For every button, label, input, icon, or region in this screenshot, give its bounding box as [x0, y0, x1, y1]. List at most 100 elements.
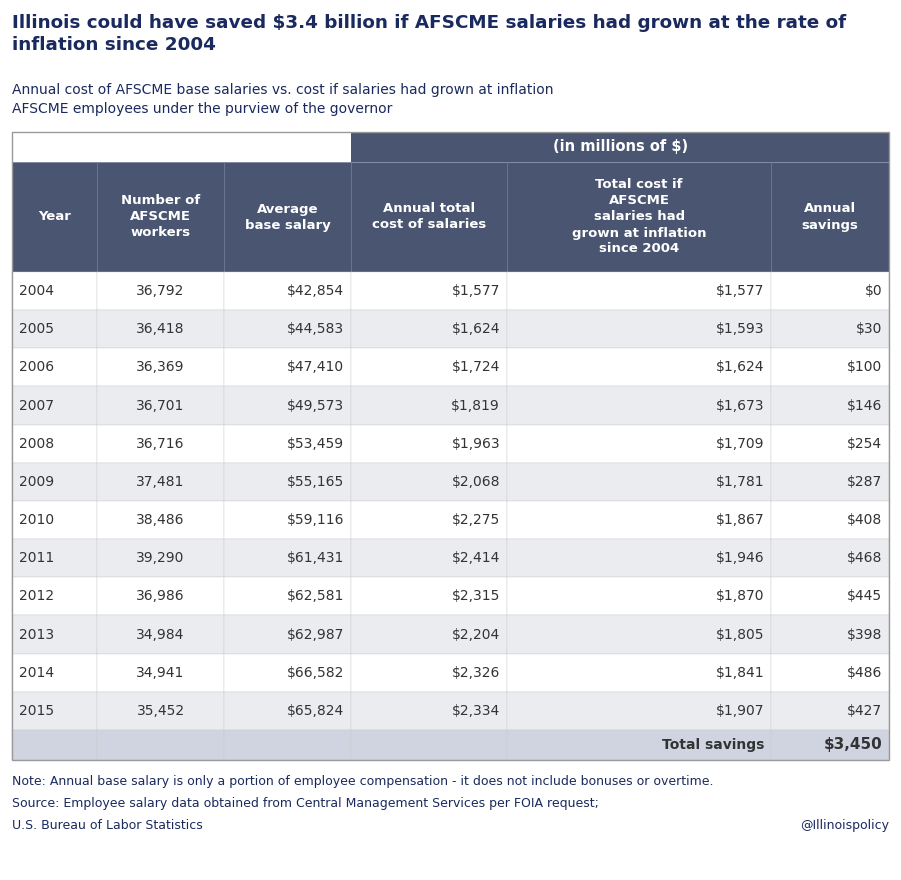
Text: $1,867: $1,867 — [715, 513, 764, 527]
Bar — [224, 310, 351, 348]
Bar — [351, 501, 507, 539]
Bar — [771, 348, 889, 386]
Bar — [771, 577, 889, 615]
Text: $486: $486 — [847, 666, 882, 679]
Bar — [351, 310, 507, 348]
Text: $1,946: $1,946 — [715, 551, 764, 565]
Bar — [771, 386, 889, 425]
Text: 2008: 2008 — [19, 436, 54, 451]
Bar — [97, 348, 224, 386]
Bar — [224, 272, 351, 310]
Text: Note: Annual base salary is only a portion of employee compensation - it does no: Note: Annual base salary is only a porti… — [12, 775, 714, 788]
Bar — [507, 425, 771, 463]
Bar — [97, 162, 224, 272]
Bar — [351, 654, 507, 692]
Bar — [224, 348, 351, 386]
Bar — [97, 463, 224, 501]
Bar — [12, 501, 97, 539]
Text: $55,165: $55,165 — [287, 475, 344, 489]
Text: 36,792: 36,792 — [136, 284, 185, 298]
Text: $1,624: $1,624 — [715, 361, 764, 374]
Text: @Illinoispolicy: @Illinoispolicy — [800, 819, 889, 832]
Text: 36,716: 36,716 — [136, 436, 185, 451]
Text: $2,414: $2,414 — [451, 551, 500, 565]
Text: $2,204: $2,204 — [451, 627, 500, 642]
Bar — [351, 730, 507, 760]
Bar — [12, 310, 97, 348]
Bar — [351, 272, 507, 310]
Text: $1,805: $1,805 — [715, 627, 764, 642]
Text: $1,819: $1,819 — [451, 399, 500, 413]
Text: $445: $445 — [847, 590, 882, 604]
Text: (in millions of $): (in millions of $) — [552, 140, 687, 155]
Text: 2011: 2011 — [19, 551, 54, 565]
Bar — [12, 386, 97, 425]
Text: Number of
AFSCME
workers: Number of AFSCME workers — [121, 194, 200, 239]
Bar — [771, 692, 889, 730]
Bar — [224, 692, 351, 730]
Bar — [771, 654, 889, 692]
Bar — [771, 310, 889, 348]
Bar — [351, 162, 507, 272]
Bar — [771, 730, 889, 760]
Text: Annual
savings: Annual savings — [802, 202, 859, 231]
Bar — [224, 463, 351, 501]
Bar — [97, 501, 224, 539]
Text: $2,068: $2,068 — [451, 475, 500, 489]
Bar — [224, 577, 351, 615]
Text: 2006: 2006 — [19, 361, 54, 374]
Bar — [97, 310, 224, 348]
Text: $62,581: $62,581 — [287, 590, 344, 604]
Text: 38,486: 38,486 — [136, 513, 185, 527]
Bar — [351, 539, 507, 577]
Bar — [507, 272, 771, 310]
Bar — [507, 615, 771, 654]
Text: $3,450: $3,450 — [824, 737, 882, 752]
Text: Illinois could have saved $3.4 billion if AFSCME salaries had grown at the rate : Illinois could have saved $3.4 billion i… — [12, 14, 846, 55]
Bar — [12, 272, 97, 310]
Text: 36,418: 36,418 — [136, 322, 185, 336]
Text: $1,841: $1,841 — [715, 666, 764, 679]
Bar — [507, 463, 771, 501]
Text: $0: $0 — [864, 284, 882, 298]
Bar — [97, 730, 224, 760]
Bar — [12, 162, 97, 272]
Bar — [224, 615, 351, 654]
Bar — [351, 615, 507, 654]
Text: 39,290: 39,290 — [136, 551, 185, 565]
Bar — [507, 310, 771, 348]
Bar — [12, 348, 97, 386]
Bar — [12, 463, 97, 501]
Bar — [771, 539, 889, 577]
Text: $49,573: $49,573 — [287, 399, 344, 413]
Text: $59,116: $59,116 — [287, 513, 344, 527]
Text: $287: $287 — [847, 475, 882, 489]
Bar — [351, 348, 507, 386]
Text: $1,724: $1,724 — [451, 361, 500, 374]
Text: U.S. Bureau of Labor Statistics: U.S. Bureau of Labor Statistics — [12, 819, 203, 832]
Text: 2010: 2010 — [19, 513, 54, 527]
Text: $47,410: $47,410 — [287, 361, 344, 374]
Bar — [97, 272, 224, 310]
Bar — [507, 348, 771, 386]
Bar — [351, 386, 507, 425]
Bar — [507, 539, 771, 577]
Bar — [351, 577, 507, 615]
Bar — [224, 425, 351, 463]
Text: $100: $100 — [847, 361, 882, 374]
Bar — [507, 501, 771, 539]
Bar — [507, 730, 771, 760]
Text: $2,275: $2,275 — [451, 513, 500, 527]
Bar — [224, 730, 351, 760]
Bar — [97, 615, 224, 654]
Text: $1,963: $1,963 — [451, 436, 500, 451]
Text: 36,701: 36,701 — [136, 399, 185, 413]
Bar — [351, 132, 889, 162]
Bar — [771, 272, 889, 310]
Text: $1,624: $1,624 — [451, 322, 500, 336]
Bar — [97, 539, 224, 577]
Text: 36,986: 36,986 — [136, 590, 185, 604]
Text: Total savings: Total savings — [661, 738, 764, 752]
Bar — [507, 654, 771, 692]
Text: 35,452: 35,452 — [136, 704, 185, 718]
